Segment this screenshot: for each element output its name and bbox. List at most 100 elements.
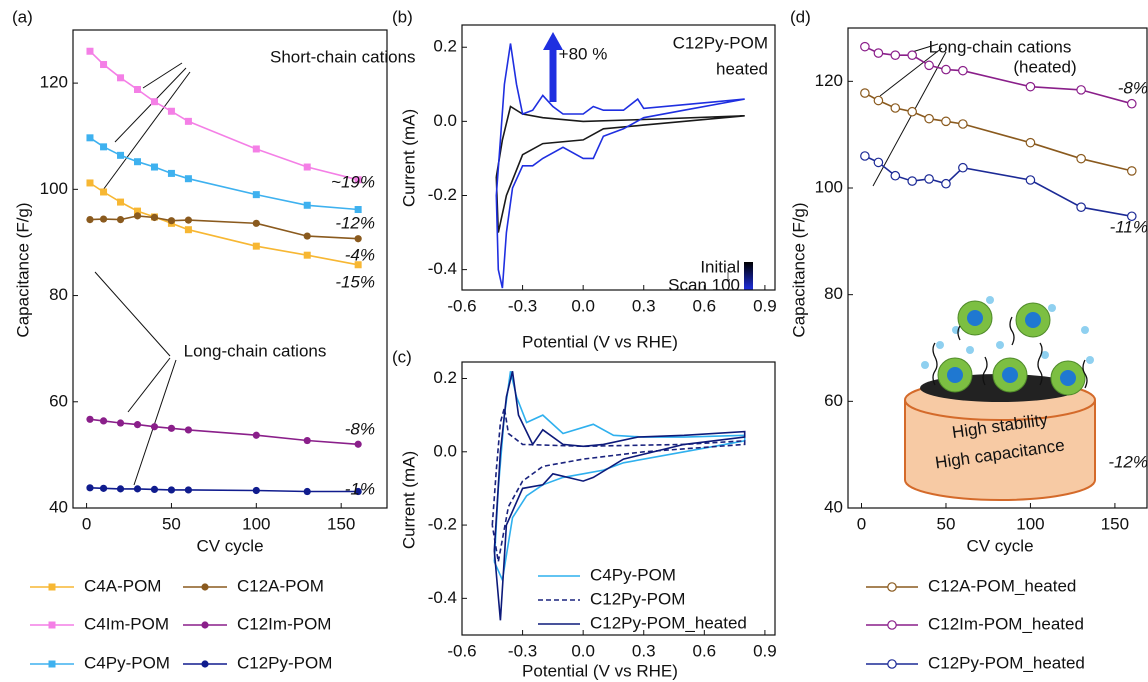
marker [354,261,362,269]
panel-label: (a) [12,7,33,26]
marker [117,74,125,82]
y-tick-label: 0.2 [433,37,457,56]
x-tick-label: 0.3 [632,296,656,315]
marker [150,423,159,431]
plot-frame [72,29,388,509]
x-tick-label: 100 [1016,514,1044,533]
marker [150,163,158,171]
annotation: Long-chain cations [929,37,1072,56]
legend-label: C4Im-POM [84,614,169,633]
marker [924,60,934,71]
marker [86,47,94,55]
x-tick-label: -0.3 [508,296,537,315]
x-axis-label: Potential (V vs RHE) [522,332,678,351]
y-tick-label: 40 [49,497,68,516]
y-tick-label: 40 [824,497,843,516]
legend-label: C12Im-POM [237,614,331,633]
marker [252,486,260,495]
series-line [89,50,359,181]
marker [941,64,951,75]
y-axis-label: Capacitance (F/g) [789,202,808,337]
marker [873,157,884,168]
x-tick-label: 50 [937,514,956,533]
marker [354,206,362,214]
annotation: C12Py-POM [673,33,768,52]
legend-label: C12A-POM [237,576,324,595]
marker [99,417,108,425]
marker [184,117,192,125]
y-tick-label: 100 [815,177,843,196]
marker [924,174,934,184]
y-tick-label: 100 [40,179,68,198]
arrow-glyph: ↓ [724,266,733,285]
series-line [493,371,746,621]
marker [100,61,108,69]
change-label: -12% [335,213,375,232]
marker [99,215,108,223]
legend-marker [887,582,897,592]
marker [167,217,176,225]
legend-label: C12Py-POM_heated [590,613,747,632]
legend-marker [48,583,56,591]
marker [252,219,260,227]
marker [133,85,141,93]
marker [1076,153,1086,164]
series-line [864,45,1133,105]
marker [924,113,934,124]
y-tick-label: 120 [40,73,68,92]
annotation: +80 % [559,44,608,63]
marker [354,176,362,184]
marker [354,487,362,496]
x-tick-label: 150 [327,514,355,533]
y-axis-label: Current (mA) [399,451,418,549]
legend-label: C12Py-POM [590,589,685,608]
leader-lines [94,43,947,486]
marker [252,191,260,199]
marker [117,151,125,159]
legend-marker [48,621,56,629]
x-tick-label: 100 [242,514,270,533]
marker [860,41,870,52]
change-label: -11% [1110,217,1148,236]
marker [116,216,125,224]
panel-label: (b) [392,7,413,26]
x-axis-label: CV cycle [966,536,1033,555]
plot-frame [847,27,1148,509]
marker [958,162,968,173]
marker [354,440,362,448]
legend-marker [887,659,897,669]
marker [1126,211,1137,222]
marker [907,176,917,186]
annotation: heated [716,59,768,78]
marker [167,486,176,494]
marker [100,143,108,151]
legend-label: C12A-POM_heated [928,576,1076,595]
y-tick-label: 80 [824,284,843,303]
plot-frame [461,24,776,291]
x-tick-label: 0.6 [693,296,717,315]
marker [116,419,125,427]
marker [100,188,108,196]
marker [303,487,311,496]
legend-label: C4A-POM [84,576,161,595]
annotation: Long-chain cations [184,341,327,360]
marker [184,216,193,224]
marker [354,235,362,243]
series-line [89,137,359,211]
marker [860,88,870,98]
legend-label: C12Py-POM_heated [928,653,1085,672]
marker [1076,202,1086,212]
marker [86,179,94,187]
x-axis-label: Potential (V vs RHE) [522,661,678,680]
legend-label: Scan 100 [668,275,740,294]
y-tick-label: 0.2 [433,368,457,387]
x-tick-label: 50 [162,514,181,533]
y-axis-label: Capacitance (F/g) [13,202,32,337]
marker [252,145,260,153]
marker [133,158,141,166]
x-tick-label: 0.3 [632,641,656,660]
y-axis-label: Current (mA) [399,109,418,207]
x-tick-label: 150 [1101,514,1129,533]
